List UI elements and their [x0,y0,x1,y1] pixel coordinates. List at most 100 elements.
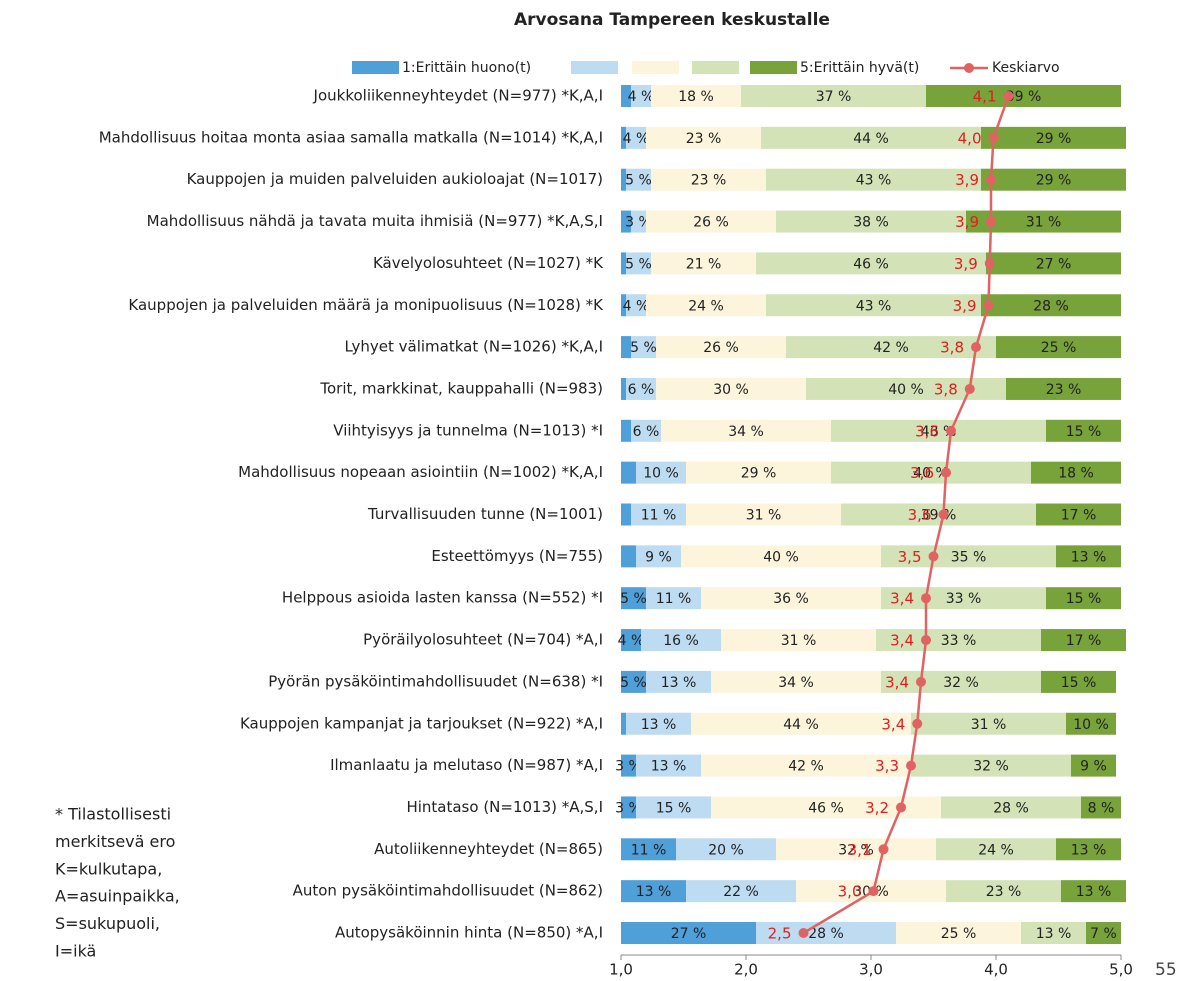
category-label: Auton pysäköintimahdollisuudet (N=862) [293,882,603,900]
value-label: 29 % [741,466,777,482]
category-label: Kävelyolosuhteet (N=1027) *K [373,254,604,272]
bar-segment [621,670,646,693]
value-label: 42 % [788,759,824,775]
value-label: 13 % [1036,926,1072,942]
x-tick-label: 5,0 [1109,961,1133,979]
bar-segment [641,629,721,652]
mean-label: 3,9 [955,213,979,231]
bar-segment [966,210,1121,233]
bar-segment [631,85,651,107]
bar-segment [621,545,636,568]
bar-segment [626,252,651,275]
bar-segment [621,587,646,610]
value-label: 26 % [693,215,729,231]
mean-dot [984,258,995,269]
category-label: Kauppojen ja palveluiden määrä ja monipu… [128,296,604,314]
bar-segment [631,210,646,233]
bar-segment [676,838,776,861]
mean-dot [798,928,809,938]
value-label: 18 % [678,89,714,105]
value-label: 17 % [1066,633,1102,649]
bar-segment [1056,545,1121,568]
value-label: 5 % [625,173,652,189]
legend-swatch [352,61,399,74]
bar-segment [621,419,631,442]
category-label: Esteettömyys (N=755) [431,547,603,565]
value-label: 43 % [856,173,892,189]
legend-swatch [632,61,679,74]
mean-dot [988,132,999,143]
value-label: 26 % [703,340,739,356]
value-label: 27 % [671,926,707,942]
mean-label: 3,9 [954,255,978,273]
category-label: Autoliikenneyhteydet (N=865) [374,840,603,858]
x-tick-label: 2,0 [734,961,758,979]
category-label: Helppous asioida lasten kanssa (N=552) *… [282,589,603,607]
bar-segment [636,754,701,777]
value-label: 46 % [808,800,844,816]
value-label: 24 % [688,298,724,314]
bar-segment [756,252,986,275]
legend-swatch [571,61,618,74]
category-label: Kauppojen kampanjat ja tarjoukset (N=922… [240,714,603,732]
category-label: Joukkoliikenneyhteydet (N=977) *K,A,I [313,87,603,105]
value-label: 4 % [623,298,650,314]
mean-label: 3,8 [940,339,964,357]
bar-segment [621,210,631,233]
value-label: 28 % [808,926,844,942]
mean-dot [938,509,949,520]
value-label: 4 % [618,633,645,649]
mean-dot [921,593,931,604]
value-label: 13 % [1076,884,1112,900]
bar-segment [1006,377,1121,400]
bar-segment [651,85,741,107]
category-label: Mahdollisuus hoitaa monta asiaa samalla … [99,128,603,146]
category-label: Lyhyet välimatkat (N=1026) *K,A,I [345,338,603,356]
value-label: 4 % [628,89,655,105]
bar-segment [766,168,981,191]
bar-segment [756,922,896,944]
bar-segment [626,126,646,149]
footnote: A=asuinpaikka, [55,887,180,906]
bar-segment [981,126,1126,149]
value-label: 9 % [1080,759,1107,775]
bar-segment [621,754,636,777]
mean-label: 3,6 [908,506,932,524]
bar-segment [711,670,881,693]
bar-segment [621,461,636,484]
bar-segment [646,294,766,317]
bar-segment [631,419,661,442]
value-label: 3 % [625,215,652,231]
mean-label: 3,4 [881,715,905,733]
bar-segment [881,545,1056,568]
bar-segment [621,629,641,652]
value-label: 42 % [873,340,909,356]
mean-label: 3,9 [953,297,977,315]
value-label: 5 % [620,591,647,607]
value-label: 15 % [1061,675,1097,691]
category-label: Ilmanlaatu ja melutaso (N=987) *A,I [330,756,603,774]
value-label: 21 % [686,256,722,272]
mean-label: 3,3 [875,757,899,775]
value-label: 27 % [1036,256,1072,272]
bar-segment [1071,754,1116,777]
mean-label: 3,9 [955,171,979,189]
bar-segment [986,252,1121,275]
bar-segment [786,336,996,359]
bar-segment [621,712,626,735]
bar-segment [631,503,686,526]
mean-label: 3,1 [848,841,872,859]
mean-dot [986,216,996,227]
value-label: 15 % [1066,591,1102,607]
bar-segment [621,126,626,149]
value-label: 11 % [631,842,667,858]
value-label: 44 % [853,131,889,147]
bar-segment [621,294,626,317]
category-label: Hintataso (N=1013) *A,S,I [406,798,603,816]
value-label: 13 % [636,884,672,900]
legend-swatch [750,61,797,74]
bar-segment [621,838,676,861]
value-label: 33 % [946,591,982,607]
value-label: 7 % [1090,926,1117,942]
